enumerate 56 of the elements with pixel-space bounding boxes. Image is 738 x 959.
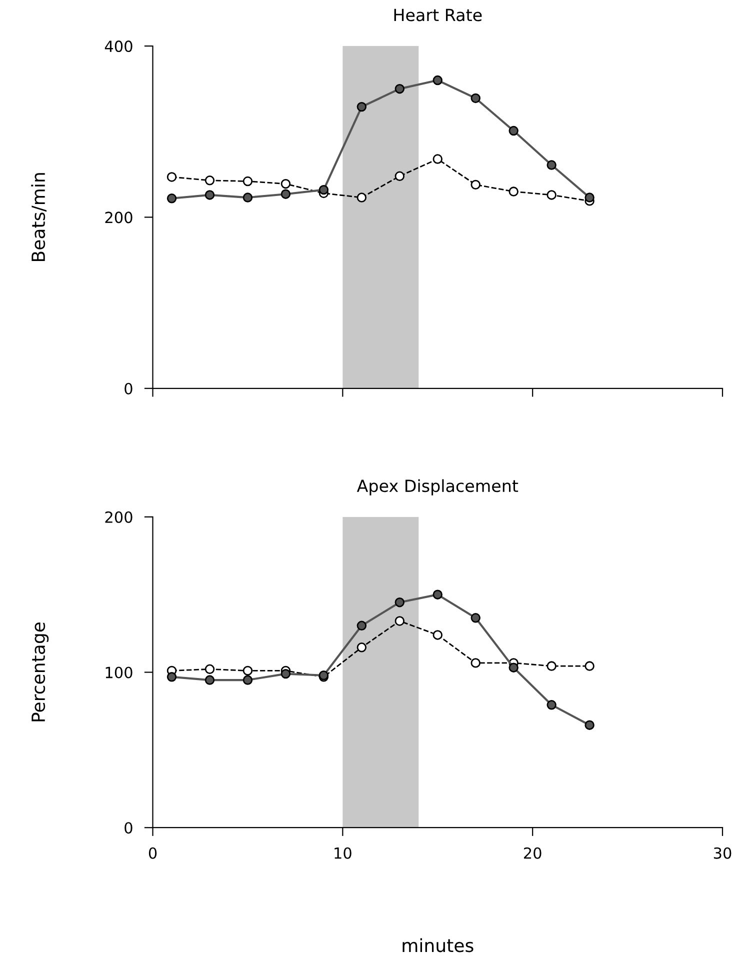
point (508, 126, 518, 136)
point (394, 597, 405, 608)
y-tick-label: 100 (106, 666, 132, 678)
point (204, 675, 215, 685)
point (356, 642, 367, 652)
point (242, 192, 253, 202)
y-tick-label: 0 (124, 822, 132, 834)
point (546, 700, 556, 710)
point (470, 613, 480, 623)
x-tick-label: 30 (714, 847, 732, 859)
point (166, 194, 177, 204)
point (584, 192, 594, 202)
point (204, 190, 215, 200)
point (242, 666, 253, 676)
point (394, 616, 405, 626)
point (546, 661, 556, 671)
point (242, 176, 253, 186)
point (470, 180, 480, 190)
y-tick-label: 400 (104, 40, 132, 52)
point (280, 178, 291, 189)
point (356, 192, 367, 202)
point (546, 190, 556, 200)
point (432, 154, 442, 164)
point (470, 93, 480, 104)
point (356, 620, 367, 631)
point (280, 189, 291, 199)
point (394, 171, 405, 181)
point (204, 176, 215, 186)
y-axis-title: Percentage (32, 622, 49, 722)
point (508, 186, 518, 196)
x-tick-label: 0 (148, 847, 157, 859)
point (204, 664, 215, 674)
point (166, 172, 177, 182)
x-tick-label: 10 (334, 847, 352, 859)
point (546, 160, 556, 170)
point (318, 184, 329, 195)
x-tick-label: 20 (524, 847, 542, 859)
point (356, 102, 367, 112)
chart-title: Apex Displacement (356, 479, 518, 496)
point (242, 675, 253, 685)
point (166, 672, 177, 682)
y-axis-title: Beats/min (31, 173, 47, 262)
point (432, 75, 442, 86)
y-tick-label: 200 (105, 212, 132, 224)
chart-title: Heart Rate (394, 8, 482, 22)
x-axis-title: minutes (402, 938, 474, 952)
point (432, 590, 442, 600)
point (584, 720, 594, 730)
point (394, 84, 405, 94)
point (470, 658, 480, 668)
point (584, 661, 594, 671)
point (280, 668, 291, 679)
y-tick-label: 0 (124, 382, 132, 394)
point (508, 662, 518, 672)
point (432, 630, 442, 640)
y-tick-label: 200 (105, 511, 132, 523)
